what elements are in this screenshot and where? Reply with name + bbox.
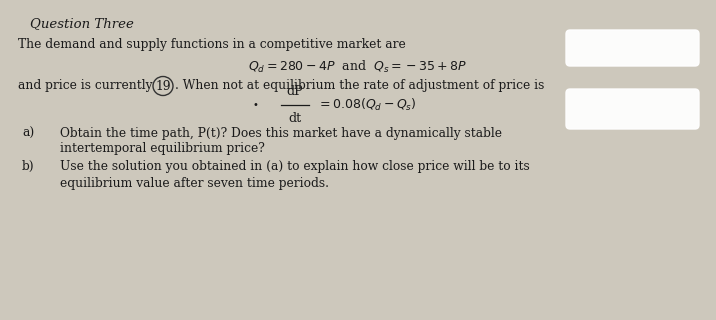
Text: dP: dP — [286, 85, 304, 98]
Text: •: • — [252, 100, 258, 110]
Text: 19: 19 — [155, 79, 171, 92]
Text: $Q_d = 280 - 4P$  and  $Q_s = -35 + 8P$: $Q_d = 280 - 4P$ and $Q_s = -35 + 8P$ — [248, 59, 468, 75]
Text: b): b) — [22, 160, 34, 173]
Text: dt: dt — [289, 112, 301, 125]
Text: a): a) — [22, 127, 34, 140]
Text: $= 0.08(Q_d - Q_s)$: $= 0.08(Q_d - Q_s)$ — [317, 97, 417, 113]
Text: and price is currently: and price is currently — [18, 79, 153, 92]
Text: Question Three: Question Three — [30, 17, 134, 30]
Text: intertemporal equilibrium price?: intertemporal equilibrium price? — [60, 142, 265, 155]
Text: . When not at equilibrium the rate of adjustment of price is: . When not at equilibrium the rate of ad… — [175, 79, 544, 92]
Text: The demand and supply functions in a competitive market are: The demand and supply functions in a com… — [18, 38, 406, 51]
FancyBboxPatch shape — [566, 89, 699, 129]
Text: Use the solution you obtained in (a) to explain how close price will be to its: Use the solution you obtained in (a) to … — [60, 160, 530, 173]
Text: Obtain the time path, P(t)? Does this market have a dynamically stable: Obtain the time path, P(t)? Does this ma… — [60, 127, 502, 140]
FancyBboxPatch shape — [566, 30, 699, 66]
Text: equilibrium value after seven time periods.: equilibrium value after seven time perio… — [60, 177, 329, 190]
